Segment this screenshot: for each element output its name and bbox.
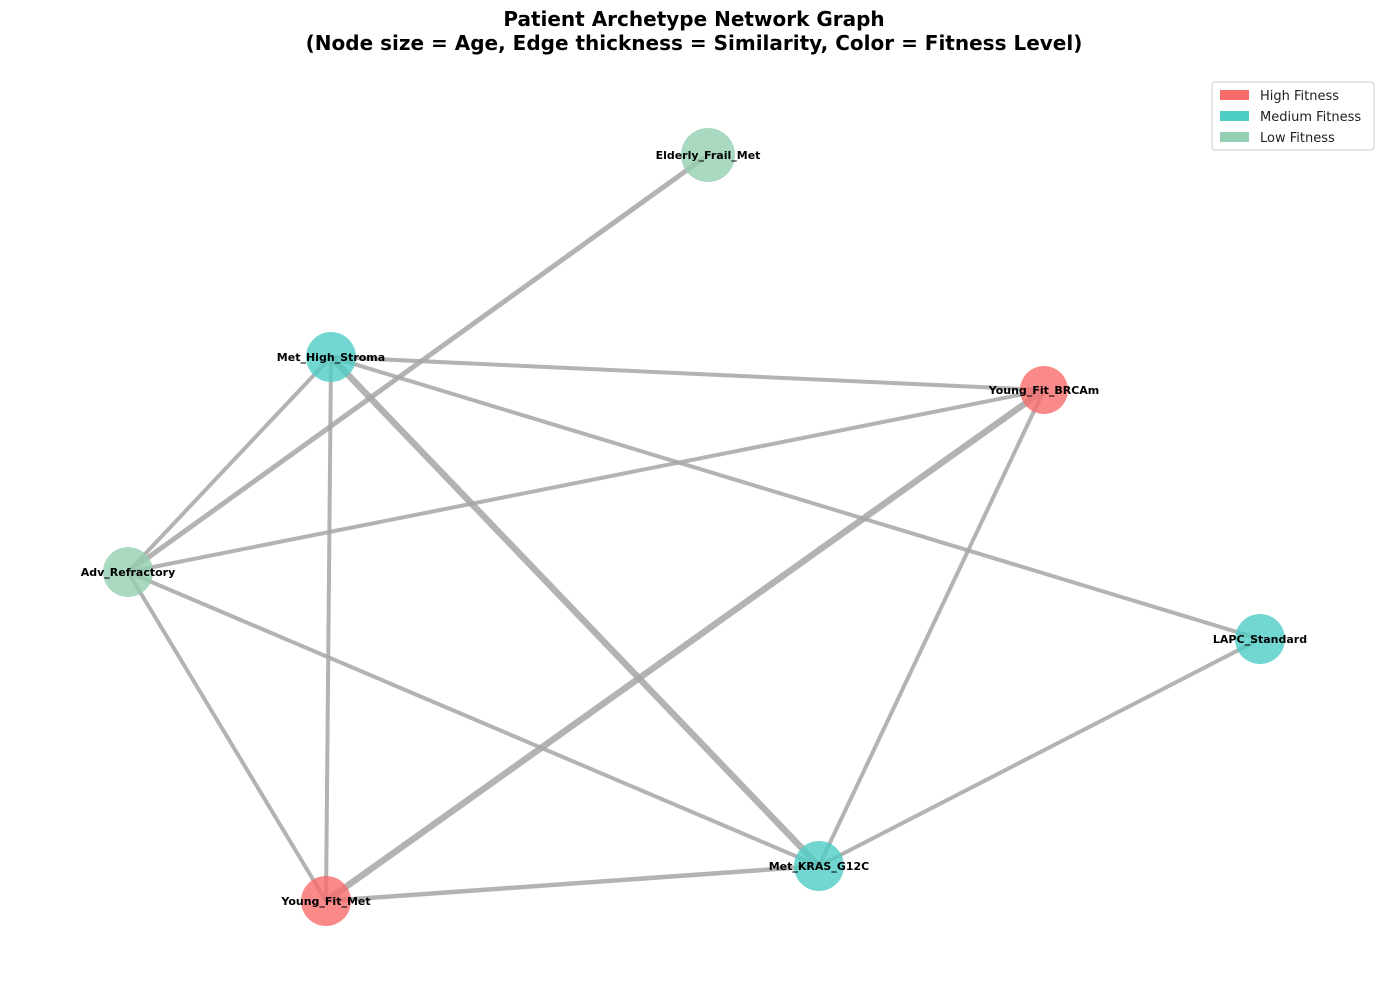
- node-circle: [794, 841, 844, 891]
- legend-swatch-high: [1220, 90, 1249, 100]
- legend-label-high: High Fitness: [1260, 89, 1339, 104]
- node-circle: [1235, 614, 1285, 664]
- legend-swatch-medium: [1220, 111, 1249, 121]
- edge-Met_High_Stroma-Young_Fit_BRCAm: [330, 355, 1045, 392]
- node-Adv_Refractory: Adv_Refractory: [81, 547, 176, 597]
- node-label: Young_Fit_BRCAm: [988, 384, 1100, 397]
- node-Met_High_Stroma: Met_High_Stroma: [277, 332, 385, 382]
- edge-Met_High_Stroma-Met_KRAS_G12C: [328, 354, 822, 869]
- legend: High Fitness Medium Fitness Low Fitness: [1211, 81, 1375, 151]
- legend-swatch-low: [1220, 132, 1249, 142]
- node-label: Young_Fit_Met: [280, 895, 370, 908]
- chart-subtitle: (Node size = Age, Edge thickness = Simil…: [306, 31, 1083, 55]
- chart-title: Patient Archetype Network Graph: [503, 7, 884, 31]
- nodes-layer: Elderly_Frail_Met Met_High_Stroma Young_Fi…: [81, 128, 1307, 926]
- legend-label-medium: Medium Fitness: [1260, 110, 1361, 125]
- node-label: Met_High_Stroma: [277, 351, 385, 364]
- edge-Met_High_Stroma-LAPC_Standard: [330, 355, 1261, 641]
- node-circle: [306, 332, 356, 382]
- node-circle: [103, 547, 153, 597]
- node-LAPC_Standard: LAPC_Standard: [1213, 614, 1307, 664]
- edge-Adv_Refractory-Young_Fit_Met: [126, 570, 328, 903]
- edge-Met_High_Stroma-Adv_Refractory: [126, 355, 333, 574]
- node-Elderly_Frail_Met: Elderly_Frail_Met: [656, 128, 761, 182]
- node-label: Met_KRAS_G12C: [769, 860, 870, 873]
- node-Young_Fit_Met: Young_Fit_Met: [280, 876, 371, 926]
- node-circle: [1020, 366, 1068, 414]
- edge-Elderly_Frail_Met-Adv_Refractory: [126, 152, 710, 575]
- node-circle: [301, 876, 351, 926]
- edge-Met_KRAS_G12C-Young_Fit_Met: [325, 863, 820, 904]
- edge-LAPC_Standard-Met_KRAS_G12C: [818, 637, 1261, 868]
- edge-Young_Fit_BRCAm-Adv_Refractory: [127, 388, 1045, 574]
- node-Young_Fit_BRCAm: Young_Fit_BRCAm: [988, 366, 1100, 414]
- node-label: Adv_Refractory: [81, 566, 176, 579]
- edges-layer: [126, 152, 1261, 904]
- node-Met_KRAS_G12C: Met_KRAS_G12C: [769, 841, 870, 891]
- node-label: LAPC_Standard: [1213, 633, 1307, 646]
- edge-Young_Fit_BRCAm-Met_KRAS_G12C: [817, 389, 1046, 867]
- node-circle: [681, 128, 735, 182]
- legend-frame: [1211, 81, 1375, 151]
- edge-Met_High_Stroma-Young_Fit_Met: [324, 356, 333, 902]
- legend-label-low: Low Fitness: [1260, 131, 1335, 146]
- node-label: Elderly_Frail_Met: [656, 149, 761, 162]
- edge-Young_Fit_BRCAm-Young_Fit_Met: [324, 387, 1046, 904]
- edge-Adv_Refractory-Met_KRAS_G12C: [127, 570, 820, 868]
